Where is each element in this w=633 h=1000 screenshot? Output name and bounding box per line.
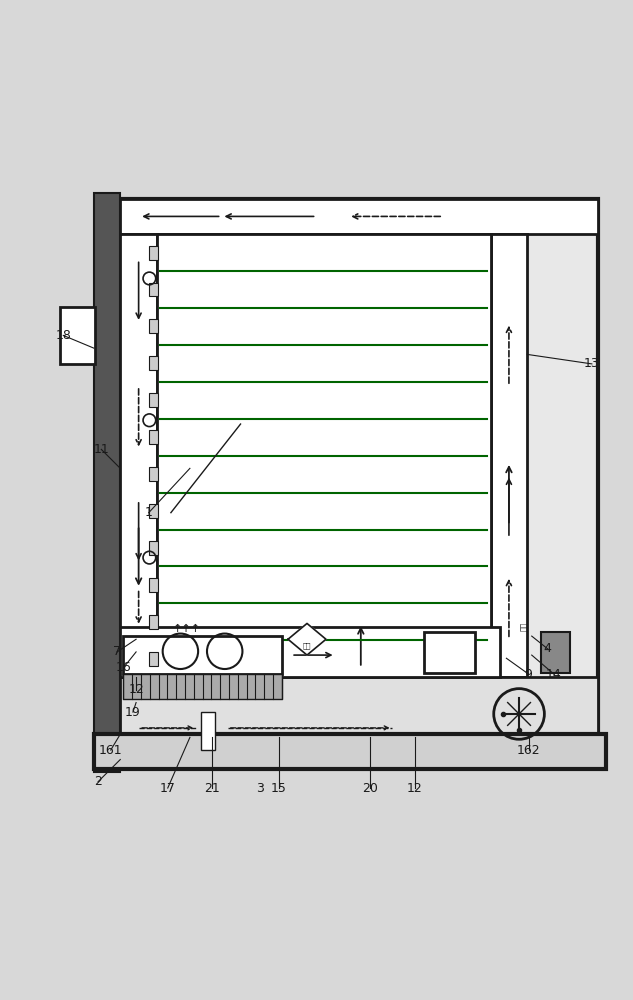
- Bar: [120, 677, 598, 766]
- Text: ↑↑↑: ↑↑↑: [173, 624, 201, 634]
- Bar: [149, 467, 158, 481]
- Bar: [94, 193, 120, 772]
- Polygon shape: [288, 623, 326, 655]
- Text: 21: 21: [204, 782, 220, 795]
- Bar: [149, 356, 158, 370]
- Text: 20: 20: [362, 782, 379, 795]
- Text: 14: 14: [546, 668, 561, 681]
- Bar: [149, 578, 158, 592]
- Text: 16: 16: [116, 661, 131, 674]
- Text: 161: 161: [99, 744, 123, 757]
- Text: 12: 12: [407, 782, 422, 795]
- Text: 热风: 热风: [520, 622, 529, 631]
- Bar: [149, 319, 158, 333]
- Bar: [424, 632, 475, 673]
- Bar: [149, 541, 158, 555]
- Bar: [149, 283, 158, 296]
- Bar: [149, 430, 158, 444]
- Text: 13: 13: [584, 357, 599, 370]
- Text: 1: 1: [145, 506, 153, 519]
- Text: 3: 3: [256, 782, 263, 795]
- Text: 162: 162: [517, 744, 541, 757]
- Bar: [541, 632, 570, 673]
- Text: 15: 15: [270, 782, 287, 795]
- Bar: [491, 234, 527, 677]
- Bar: [149, 615, 158, 629]
- Text: 4: 4: [544, 642, 551, 655]
- Bar: [149, 393, 158, 407]
- Bar: [149, 504, 158, 518]
- Text: 12: 12: [128, 683, 144, 696]
- Text: 17: 17: [160, 782, 176, 795]
- Text: 18: 18: [55, 329, 72, 342]
- Bar: [120, 627, 500, 677]
- Bar: [94, 734, 606, 769]
- Text: 冷凝: 冷凝: [303, 642, 311, 649]
- Bar: [120, 199, 598, 234]
- Bar: [120, 234, 157, 677]
- Text: 11: 11: [94, 443, 109, 456]
- Bar: [120, 199, 598, 766]
- Text: 19: 19: [125, 706, 141, 719]
- Bar: [149, 652, 158, 666]
- Text: 2: 2: [94, 775, 102, 788]
- Text: 9: 9: [525, 668, 532, 681]
- Bar: [123, 636, 282, 674]
- Bar: [123, 674, 282, 699]
- Bar: [201, 712, 215, 750]
- Bar: [157, 234, 491, 677]
- Text: 7: 7: [113, 645, 121, 658]
- Bar: [60, 307, 95, 364]
- Bar: [149, 246, 158, 260]
